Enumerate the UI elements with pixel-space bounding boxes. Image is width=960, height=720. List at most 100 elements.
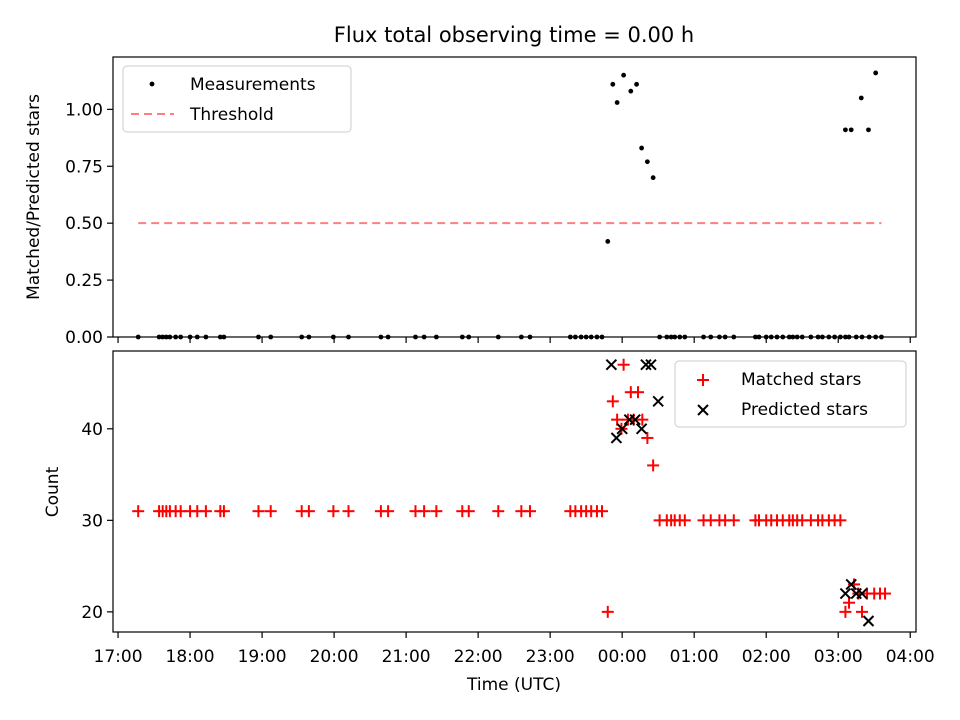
measurement-point-38: [621, 72, 627, 78]
matched-point-73: [834, 514, 847, 527]
measurement-point-78: [843, 127, 848, 133]
legend-measurements-label: Measurements: [190, 75, 316, 95]
x-tick-label: 03:00: [814, 647, 863, 667]
predicted-point-5: [635, 423, 648, 435]
bottom-plot-area: [132, 358, 892, 627]
top-legend: Measurements Threshold: [122, 65, 352, 133]
measurement-point-80: [858, 95, 864, 101]
top-y-tick-label: 0.50: [65, 214, 103, 234]
predicted-point-b: [862, 615, 875, 627]
predicted-point-8: [652, 395, 664, 408]
matched-point-19: [382, 505, 395, 518]
measurement-point-43: [650, 175, 656, 181]
top-y-axis: 0.00 0.25 0.50 0.75 1.00: [65, 100, 113, 348]
measurement-point-37: [614, 100, 620, 105]
predicted-point-13: [862, 615, 875, 627]
bottom-y-axis-label: Count: [43, 466, 63, 517]
measurement-point-42: [644, 159, 650, 165]
predicted-point-b: [635, 423, 648, 435]
predicted-point-0: [605, 359, 618, 371]
matched-point-74: [839, 605, 852, 618]
matched-point-37: [611, 413, 624, 426]
bottom-y-tick-label: 20: [81, 603, 103, 623]
matched-point-34: [596, 505, 609, 518]
top-y-tick-label: 0.75: [65, 157, 103, 177]
matched-point-12: [252, 505, 265, 518]
x-tick-label: 02:00: [742, 647, 791, 667]
measurement-point-82: [873, 70, 879, 76]
matched-point-21: [418, 505, 431, 518]
measurement-point-39: [628, 88, 634, 94]
predicted-point-b: [610, 432, 623, 444]
x-tick-label: 17:00: [94, 647, 143, 667]
predicted-point-9: [839, 587, 852, 600]
predicted-point-b: [856, 587, 868, 600]
matched-point-17: [342, 505, 355, 518]
top-y-tick-label: 1.00: [65, 100, 103, 120]
matched-point-46: [647, 459, 660, 472]
predicted-point-b: [629, 413, 641, 426]
x-tick-label: 23:00: [526, 647, 575, 667]
measurement-point-41: [639, 145, 645, 151]
matched-point-45: [641, 431, 654, 444]
predicted-point-7: [645, 359, 657, 371]
x-tick-label: 04:00: [886, 647, 935, 667]
legend-measurements-marker: [149, 81, 155, 87]
x-tick-label: 21:00: [382, 647, 431, 667]
top-y-tick-label: 0.00: [65, 328, 103, 348]
top-x-axis: [117, 337, 911, 343]
predicted-point-6: [640, 359, 652, 371]
predicted-point-10: [845, 578, 857, 591]
x-tick-label: 22:00: [454, 647, 503, 667]
matched-point-35: [601, 605, 614, 618]
matched-point-75: [843, 596, 856, 609]
x-tick-label: 19:00: [238, 647, 287, 667]
matched-point-25: [492, 505, 505, 518]
matched-point-24: [462, 505, 475, 518]
x-tick-label: 00:00: [598, 647, 647, 667]
top-plot-area: [135, 70, 884, 340]
predicted-point-4: [629, 413, 641, 426]
predicted-point-b: [652, 395, 664, 408]
matched-point-82: [879, 587, 892, 600]
predicted-point-b: [605, 359, 618, 371]
matched-point-78: [855, 605, 868, 618]
legend-matched-marker: [697, 374, 709, 386]
predicted-point-b: [640, 359, 652, 371]
top-axes-frame: [112, 56, 917, 338]
x-axis-label: Time (UTC): [466, 675, 561, 695]
matched-point-9: [199, 505, 212, 518]
legend-predicted-marker: [697, 404, 709, 416]
matched-point-52: [678, 514, 691, 527]
predicted-point-b: [839, 587, 852, 600]
matched-point-0: [132, 505, 145, 518]
top-y-axis-label: Matched/Predicted stars: [24, 94, 44, 300]
matched-point-39: [617, 358, 630, 371]
predicted-point-b: [616, 423, 628, 435]
bottom-legend: Matched stars Predicted stars: [674, 360, 907, 428]
matched-point-11: [217, 505, 230, 518]
x-tick-label: 20:00: [310, 647, 359, 667]
matched-point-16: [327, 505, 340, 518]
measurement-point-40: [634, 81, 639, 87]
matched-point-43: [632, 386, 645, 399]
bottom-x-axis: 17:00 18:00 19:00 20:00 21:00 22:00 23:00 00:00…: [94, 632, 935, 667]
predicted-point-1: [610, 432, 623, 444]
measurement-point-81: [866, 127, 871, 133]
legend-threshold-label: Threshold: [189, 105, 274, 125]
predicted-point-b: [645, 359, 657, 371]
bottom-axes-frame: [112, 350, 917, 633]
bottom-y-tick-label: 30: [81, 511, 103, 531]
predicted-point-b: [845, 578, 857, 591]
x-tick-label: 18:00: [166, 647, 215, 667]
bottom-y-tick-label: 40: [81, 420, 103, 440]
top-chart-title: Flux total observing time = 0.00 h: [334, 23, 694, 47]
matched-point-15: [302, 505, 315, 518]
predicted-point-2: [616, 423, 628, 435]
matched-point-36: [606, 395, 619, 408]
matched-point-22: [430, 505, 443, 518]
predicted-point-12: [856, 587, 868, 600]
bottom-legend-box: [674, 360, 907, 428]
measurement-point-35: [605, 238, 611, 244]
